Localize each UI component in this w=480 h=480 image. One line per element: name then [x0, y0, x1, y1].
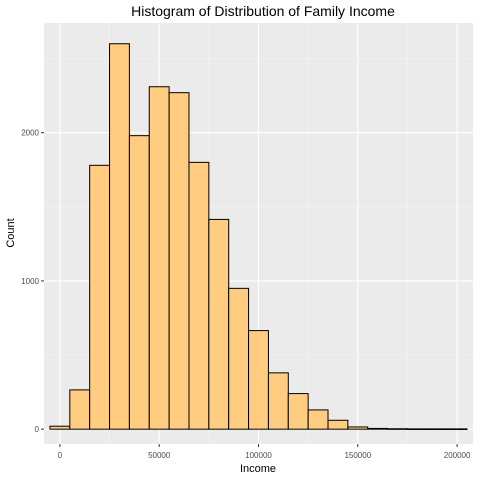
histogram-bar — [327, 419, 349, 430]
histogram-bar — [228, 287, 250, 430]
histogram-bar — [49, 425, 71, 430]
histogram-bar — [168, 92, 190, 430]
histogram-bar — [347, 426, 369, 430]
x-tick-label: 0 — [58, 451, 63, 460]
histogram-bar — [446, 428, 468, 430]
histogram-bar — [426, 428, 448, 430]
histogram-bar — [287, 393, 309, 430]
y-tick-label: 0 — [35, 425, 40, 434]
y-tick-label: 1000 — [21, 277, 39, 286]
histogram-bar — [69, 389, 91, 430]
histogram-bar — [267, 372, 289, 430]
histogram-bar — [387, 428, 408, 430]
y-tick-label: 2000 — [21, 129, 39, 138]
histogram-bar — [128, 135, 150, 430]
y-axis-title: Count — [5, 218, 17, 247]
histogram-bar — [406, 428, 428, 430]
histogram-bar — [367, 427, 389, 430]
x-tick-label: 200000 — [444, 451, 471, 460]
y-axis: 0 1000 2000 — [21, 129, 44, 434]
histogram-bar — [109, 43, 130, 430]
histogram-bar — [208, 218, 230, 430]
histogram-bars — [49, 43, 468, 430]
x-tick-label: 50000 — [148, 451, 171, 460]
histogram-bar — [188, 161, 210, 430]
histogram-bar — [307, 409, 329, 430]
x-axis-title: Income — [240, 463, 276, 475]
histogram-bar — [148, 86, 170, 430]
histogram-bar — [248, 330, 269, 430]
chart-title: Histogram of Distribution of Family Inco… — [131, 3, 395, 19]
x-tick-label: 100000 — [245, 451, 272, 460]
x-tick-label: 150000 — [344, 451, 371, 460]
histogram-bar — [89, 164, 111, 430]
x-axis: 0 50000 100000 150000 200000 — [58, 444, 471, 460]
